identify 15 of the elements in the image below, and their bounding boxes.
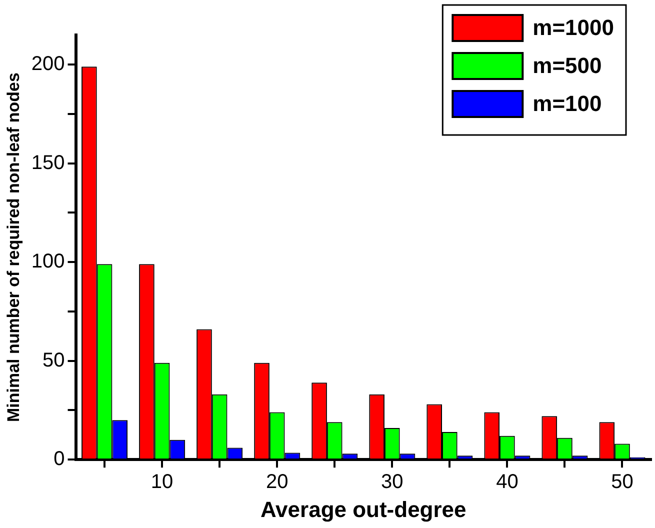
x-tick-label: 40 (496, 471, 518, 494)
y-tick-label: 50 (42, 349, 65, 372)
y-tick-label: 150 (31, 152, 65, 174)
legend-label: m=500 (532, 53, 602, 78)
legend-label: m=100 (532, 91, 602, 116)
y-tick-label: 100 (31, 250, 65, 273)
x-tick-label: 50 (611, 471, 634, 494)
x-tick-label: 30 (381, 471, 404, 494)
x-tick-label: 20 (266, 471, 288, 494)
y-axis-title: Minimal number of required non-leaf nodes (4, 72, 23, 422)
legend-label: m=1000 (532, 15, 614, 40)
x-axis-title: Average out-degree (260, 496, 466, 522)
y-tick-label: 200 (31, 53, 65, 76)
y-tick-label: 0 (54, 448, 65, 470)
x-tick-label: 10 (150, 471, 174, 494)
